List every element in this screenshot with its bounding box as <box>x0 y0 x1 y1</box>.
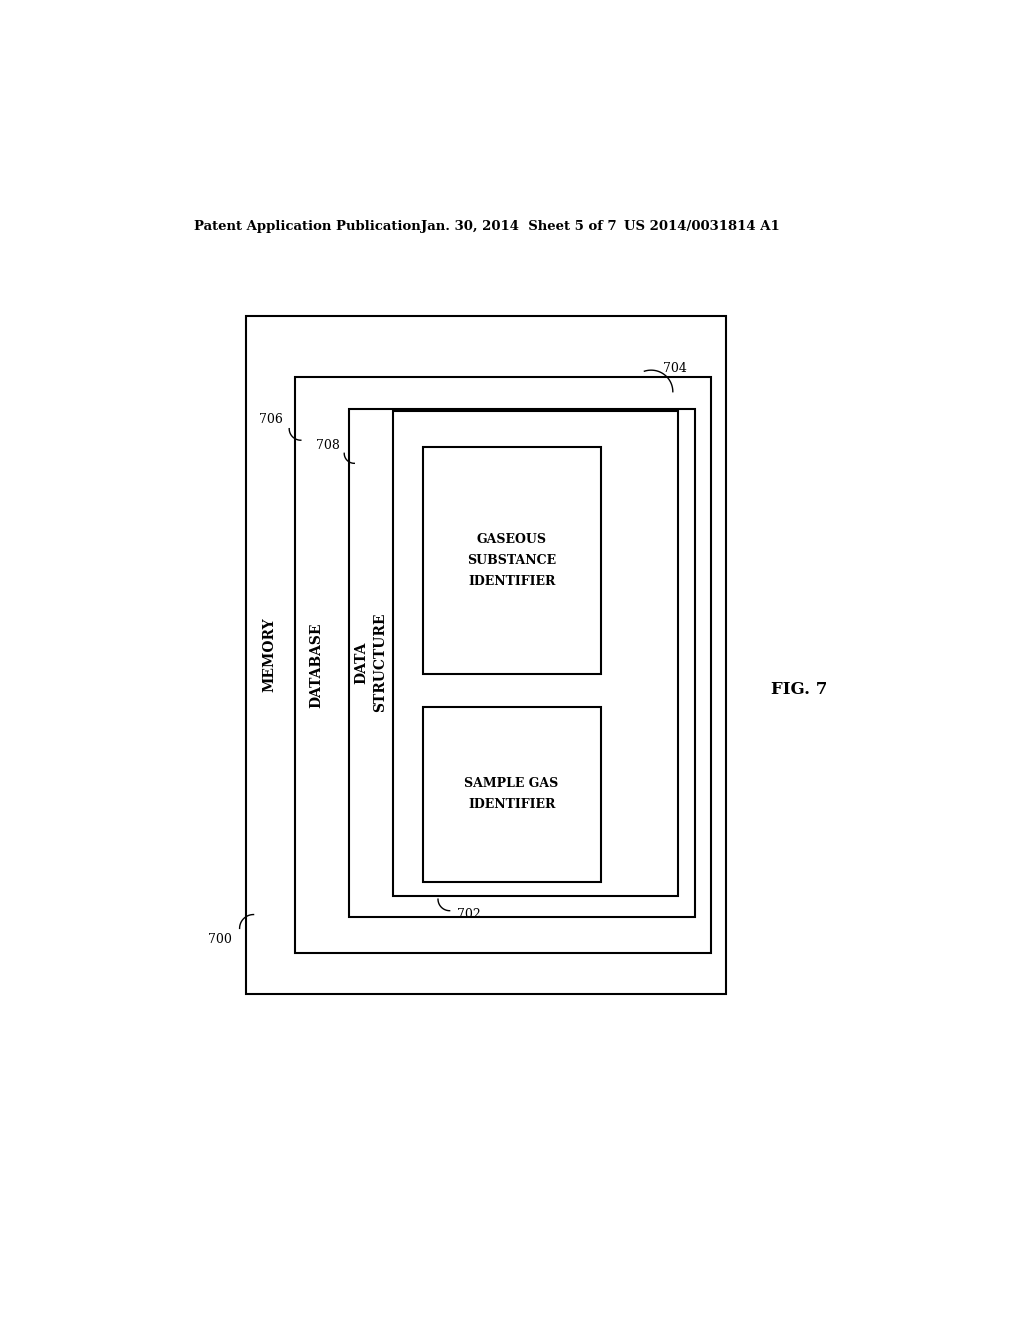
Text: Patent Application Publication: Patent Application Publication <box>194 219 421 232</box>
Text: 708: 708 <box>315 440 340 453</box>
Bar <box>393 411 678 896</box>
Text: 706: 706 <box>259 413 283 426</box>
Bar <box>423 706 601 882</box>
Text: 700: 700 <box>208 933 231 946</box>
Text: US 2014/0031814 A1: US 2014/0031814 A1 <box>624 219 779 232</box>
Text: FIG. 7: FIG. 7 <box>771 681 827 698</box>
Text: 702: 702 <box>458 908 481 921</box>
Bar <box>349 409 695 917</box>
Text: 704: 704 <box>663 362 687 375</box>
Text: SAMPLE GAS
IDENTIFIER: SAMPLE GAS IDENTIFIER <box>465 777 559 812</box>
Bar <box>246 317 726 994</box>
Text: DATA
STRUCTURE: DATA STRUCTURE <box>354 612 387 713</box>
Text: MEMORY: MEMORY <box>262 618 276 693</box>
Text: GASEOUS
SUBSTANCE
IDENTIFIER: GASEOUS SUBSTANCE IDENTIFIER <box>467 533 556 589</box>
Bar <box>423 447 601 675</box>
Text: DATABASE: DATABASE <box>309 622 324 708</box>
Text: Jan. 30, 2014  Sheet 5 of 7: Jan. 30, 2014 Sheet 5 of 7 <box>421 219 616 232</box>
Bar <box>295 378 711 953</box>
